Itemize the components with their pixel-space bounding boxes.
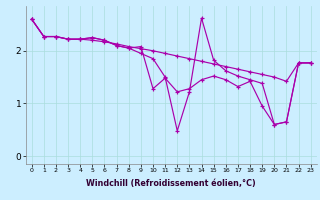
X-axis label: Windchill (Refroidissement éolien,°C): Windchill (Refroidissement éolien,°C) [86,179,256,188]
